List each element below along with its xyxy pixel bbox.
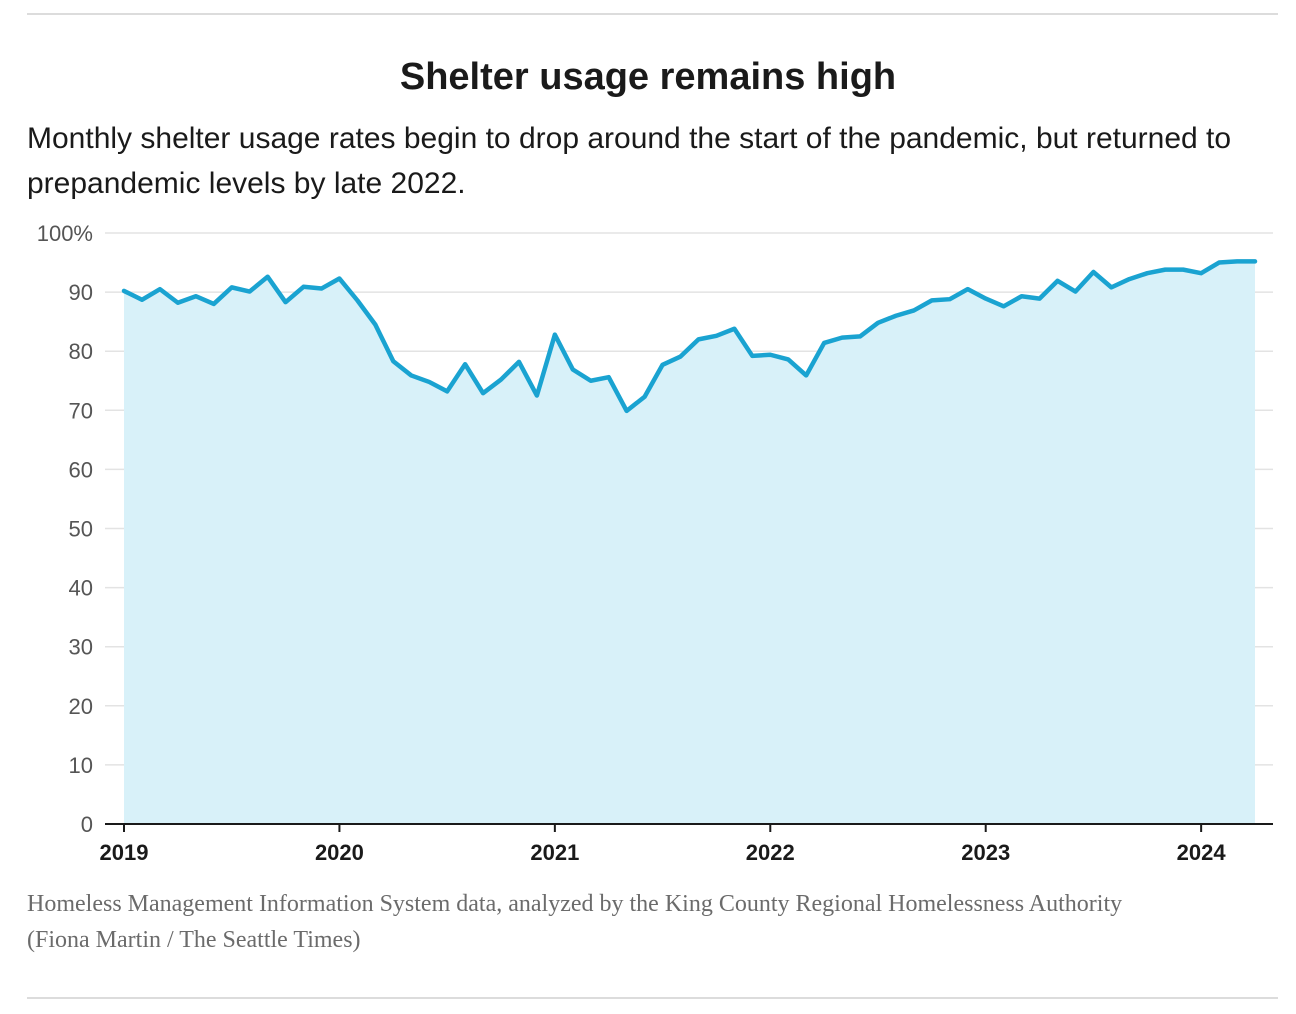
chart-title: Shelter usage remains high (399, 56, 897, 98)
source-note: Homeless Management Information System d… (27, 886, 1277, 958)
y-tick-label: 40 (69, 576, 93, 601)
x-tick-label: 2021 (530, 840, 579, 865)
x-tick-label: 2023 (961, 840, 1010, 865)
x-tick-label: 2019 (100, 840, 149, 865)
y-tick-label: 30 (69, 635, 93, 660)
source-text: Homeless Management Information System d… (27, 891, 1123, 917)
x-tick-label: 2024 (1177, 840, 1227, 865)
x-tick-label: 2022 (746, 840, 795, 865)
source-credit: (Fiona Martin / The Seattle Times) (27, 927, 361, 953)
x-tick-label: 2020 (315, 840, 364, 865)
y-tick-label: 0 (81, 812, 93, 837)
y-tick-label: 70 (69, 398, 93, 423)
chart-subtitle: Monthly shelter usage rates begin to dro… (27, 122, 1232, 200)
y-tick-label: 10 (69, 753, 93, 778)
y-tick-label: 60 (69, 457, 93, 482)
y-tick-label: 50 (69, 517, 93, 542)
shelter-usage-chart: 100% 90 80 70 60 50 40 30 20 10 0 2019 2020 2021 2022… (37, 221, 1273, 865)
usage-area (124, 261, 1255, 824)
y-tick-label: 90 (69, 280, 93, 305)
y-tick-label: 80 (69, 339, 93, 364)
y-tick-label: 100% (37, 221, 93, 246)
y-tick-label: 20 (69, 694, 93, 719)
top-rule (27, 13, 1278, 15)
x-axis-ticks: 2019 2020 2021 2022 2023 2024 (100, 824, 1227, 865)
usage-line (121, 259, 1258, 414)
bottom-rule (27, 997, 1278, 999)
y-axis-ticks: 100% 90 80 70 60 50 40 30 20 10 0 (37, 221, 93, 837)
